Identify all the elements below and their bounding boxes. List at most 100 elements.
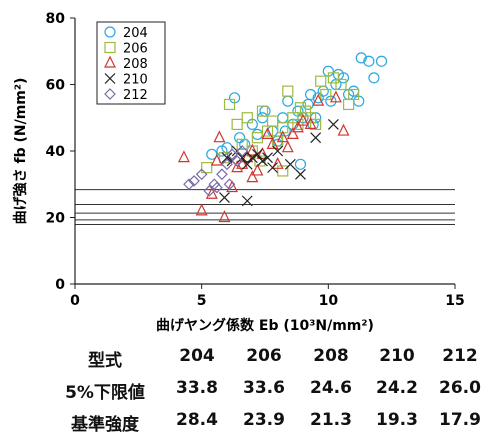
data-point-206 <box>327 72 339 84</box>
x-tick-label: 10 <box>319 293 339 309</box>
data-point-204 <box>234 132 246 144</box>
data-point-208 <box>218 210 231 223</box>
cross-stroke <box>262 152 273 164</box>
data-point-208 <box>246 170 259 183</box>
table-header-cell: 208 <box>313 346 349 366</box>
table-header-label: 型式 <box>88 351 122 371</box>
data-point-204 <box>363 55 375 67</box>
table-header-row: 型式 204 206 208 210 212 <box>0 346 491 374</box>
cross-stroke <box>272 145 284 157</box>
data-point-204 <box>305 88 317 101</box>
data-point-208 <box>177 150 190 163</box>
data-point-208 <box>312 93 325 106</box>
data-point-204 <box>294 158 307 170</box>
data-point-206 <box>310 118 322 131</box>
data-point-206 <box>277 165 289 177</box>
data-point-208 <box>291 120 304 133</box>
data-point-204 <box>251 128 263 140</box>
cross-stroke <box>327 118 339 130</box>
data-point-210 <box>251 148 263 160</box>
data-point-210 <box>272 145 284 157</box>
data-point-208 <box>251 163 264 176</box>
data-point-208 <box>195 203 208 216</box>
legend-label: 212 <box>123 88 148 103</box>
legend-marker-210 <box>104 73 116 84</box>
data-point-206 <box>201 162 213 174</box>
data-point-210 <box>241 158 253 170</box>
table-cell: 28.4 <box>176 410 218 430</box>
table-header-cell: 210 <box>379 346 415 366</box>
cross-stroke <box>241 195 253 207</box>
data-point-206 <box>223 98 236 111</box>
data-point-212 <box>211 181 223 194</box>
data-points <box>177 52 388 223</box>
y-tick-label: 40 <box>46 144 66 160</box>
cross-stroke <box>219 192 230 203</box>
data-point-210 <box>221 152 233 164</box>
data-point-212 <box>188 175 200 187</box>
data-point-208 <box>337 123 350 136</box>
cross-stroke <box>104 73 116 84</box>
table-cell: 24.2 <box>376 378 418 398</box>
y-tick-label: 0 <box>55 277 65 293</box>
cross-stroke <box>295 168 306 180</box>
data-point-204 <box>256 112 269 124</box>
legend-marker-208 <box>104 55 116 68</box>
axes: 0 20 40 60 80 0 5 10 15 曲げヤング係数 Eb (10³N/mm²) 曲げ強さ… <box>12 11 465 334</box>
data-point-206 <box>282 85 294 97</box>
data-point-206 <box>241 112 253 124</box>
cross-stroke <box>284 158 296 170</box>
data-point-212 <box>236 145 249 157</box>
data-point-206 <box>348 88 360 101</box>
data-point-210 <box>310 132 322 144</box>
data-point-208 <box>281 140 294 153</box>
cross-stroke <box>246 152 258 164</box>
data-point-210 <box>262 152 273 164</box>
data-point-206 <box>320 88 332 101</box>
data-point-212 <box>231 155 243 167</box>
table-row-standard-strength: 基準強度 28.4 23.9 21.3 19.3 17.9 <box>0 410 491 438</box>
data-point-208 <box>256 146 269 159</box>
table-cell: 19.3 <box>376 410 418 430</box>
data-point-206 <box>343 98 355 111</box>
legend-marker-212 <box>104 88 116 100</box>
data-point-206 <box>267 115 279 127</box>
table-row-lower-limit: 5%下限値 33.8 33.6 24.6 24.2 26.0 <box>0 378 491 406</box>
data-point-208 <box>213 130 226 143</box>
data-point-206 <box>292 118 304 131</box>
table-cell: 24.6 <box>310 378 352 398</box>
data-point-204 <box>317 85 329 97</box>
data-point-212 <box>183 178 195 191</box>
legend-label: 210 <box>123 73 148 88</box>
data-point-208 <box>261 127 274 139</box>
y-axis-label: 曲げ強さ fb (N/mm²) <box>12 78 29 225</box>
table-header-cell: 206 <box>246 346 282 366</box>
data-point-206 <box>231 118 243 131</box>
data-point-206 <box>315 75 327 87</box>
data-point-212 <box>216 168 228 181</box>
table-header-cell: 212 <box>442 346 478 366</box>
data-point-212 <box>223 178 236 191</box>
data-point-210 <box>295 168 306 180</box>
data-point-204 <box>259 105 271 117</box>
data-point-204 <box>302 98 314 111</box>
x-tick-label: 5 <box>197 293 207 309</box>
data-point-212 <box>226 148 238 161</box>
data-point-204 <box>375 55 388 67</box>
data-point-204 <box>282 95 294 107</box>
data-point-204 <box>355 52 367 64</box>
y-tick-label: 80 <box>46 11 66 27</box>
data-point-206 <box>236 138 248 150</box>
data-point-210 <box>267 162 279 174</box>
legend-marker-204 <box>104 26 116 38</box>
table-row-label: 基準強度 <box>71 415 139 435</box>
data-point-208 <box>231 160 244 173</box>
cross-stroke <box>236 152 248 164</box>
cross-stroke <box>251 148 263 160</box>
data-point-210 <box>284 158 296 170</box>
table-cell: 33.6 <box>243 378 285 398</box>
data-point-204 <box>368 72 380 84</box>
cross-stroke <box>221 152 233 164</box>
data-point-210 <box>236 152 248 164</box>
